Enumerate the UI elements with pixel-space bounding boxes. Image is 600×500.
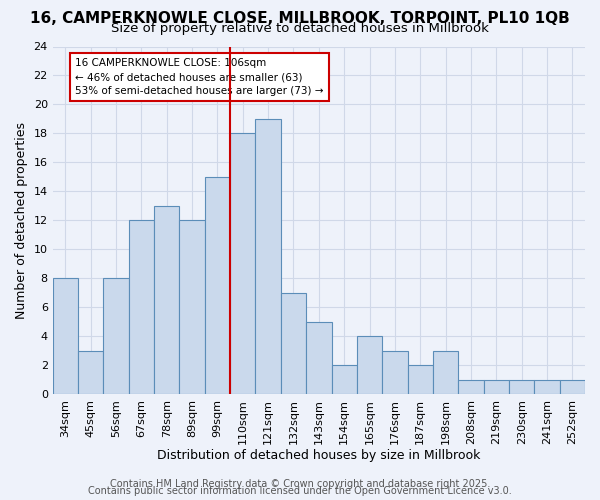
Bar — [129, 220, 154, 394]
Bar — [433, 350, 458, 394]
Bar — [484, 380, 509, 394]
Bar — [53, 278, 78, 394]
Bar — [256, 119, 281, 394]
Bar — [332, 365, 357, 394]
Bar — [230, 134, 256, 394]
Text: 16 CAMPERKNOWLE CLOSE: 106sqm
← 46% of detached houses are smaller (63)
53% of s: 16 CAMPERKNOWLE CLOSE: 106sqm ← 46% of d… — [76, 58, 324, 96]
Bar — [560, 380, 585, 394]
Text: Contains public sector information licensed under the Open Government Licence v3: Contains public sector information licen… — [88, 486, 512, 496]
Text: Size of property relative to detached houses in Millbrook: Size of property relative to detached ho… — [111, 22, 489, 35]
Text: 16, CAMPERKNOWLE CLOSE, MILLBROOK, TORPOINT, PL10 1QB: 16, CAMPERKNOWLE CLOSE, MILLBROOK, TORPO… — [30, 11, 570, 26]
Bar — [154, 206, 179, 394]
Bar — [281, 292, 306, 394]
Bar — [458, 380, 484, 394]
Bar — [306, 322, 332, 394]
Bar — [103, 278, 129, 394]
Bar — [179, 220, 205, 394]
Bar — [535, 380, 560, 394]
Bar — [205, 177, 230, 394]
Bar — [509, 380, 535, 394]
Bar — [407, 365, 433, 394]
Bar — [78, 350, 103, 394]
Text: Contains HM Land Registry data © Crown copyright and database right 2025.: Contains HM Land Registry data © Crown c… — [110, 479, 490, 489]
Bar — [357, 336, 382, 394]
X-axis label: Distribution of detached houses by size in Millbrook: Distribution of detached houses by size … — [157, 450, 481, 462]
Y-axis label: Number of detached properties: Number of detached properties — [15, 122, 28, 319]
Bar — [382, 350, 407, 394]
